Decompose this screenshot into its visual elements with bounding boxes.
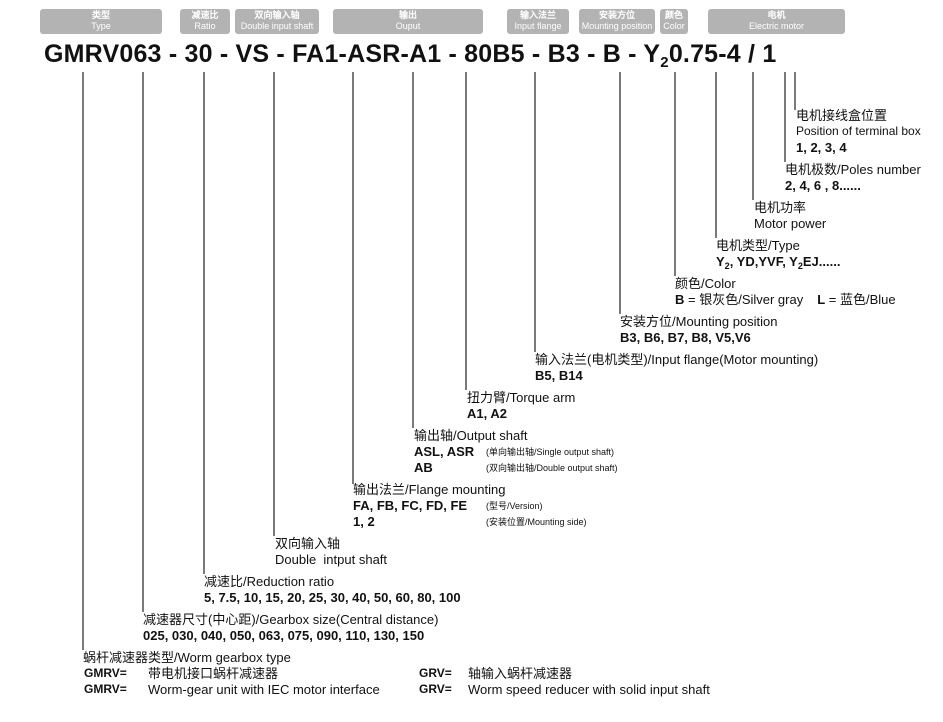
ratio-values: 5, 7.5, 10, 15, 20, 25, 30, 40, 50, 60, … — [204, 590, 461, 605]
output-shaft-label: 输出轴/Output shaft — [414, 428, 528, 443]
header-color: 颜色 Color — [660, 9, 688, 34]
header-double-input-en: Double input shaft — [240, 21, 314, 31]
header-motor-en: Electric motor — [748, 21, 804, 31]
double-shaft-label-zh: 双向输入轴 — [275, 536, 341, 551]
output-shaft-v2: AB — [414, 460, 433, 475]
code-motor-type: - Y — [621, 40, 661, 68]
output-shaft-n2: (双向输出轴/Double output shaft) — [486, 463, 618, 473]
code-motor-spec: 0.75-4 / 1 — [668, 40, 777, 68]
torque-arm-values: A1, A2 — [467, 406, 507, 421]
header-color-en: Color — [663, 21, 685, 31]
color-label: 颜色/Color — [675, 276, 736, 291]
motor-type-v1: Y — [716, 254, 725, 269]
output-shaft-n1: (单向输出轴/Single output shaft) — [486, 447, 615, 457]
motor-type-v2: , YD,YVF, Y — [729, 254, 798, 269]
gmrv-en: Worm-gear unit with IEC motor interface — [148, 682, 380, 697]
input-flange-label: 输入法兰(电机类型)/Input flange(Motor mounting) — [535, 352, 819, 367]
code-output: FA1-ASR-A1 — [292, 40, 442, 68]
model-code: GMRV063 - 30 - VS - FA1-ASR-A1 - 80B5 - … — [44, 40, 776, 71]
header-ratio-en: Ratio — [194, 21, 216, 31]
header-output: 输出 Ouput — [333, 9, 483, 34]
gmrv-code-2: GMRV= — [84, 682, 127, 696]
code-sep-1: - — [269, 40, 293, 68]
flange-mounting-n2: (安装位置/Mounting side) — [486, 517, 587, 527]
poles-label: 电机极数/Poles number — [785, 162, 921, 177]
header-output-zh: 输出 — [398, 10, 417, 20]
code-mounting: B3 — [547, 40, 580, 68]
header-motor: 电机 Electric motor — [708, 9, 845, 34]
terminal-box-label-en: Position of terminal box — [796, 124, 921, 138]
code-type: GMRV063 — [44, 40, 162, 68]
color-l-code: L — [817, 292, 826, 307]
color-b-code: B — [675, 292, 685, 307]
header-double-input-zh: 双向输入轴 — [254, 10, 300, 20]
terminal-box-label-zh: 电机接线盒位置 — [796, 108, 888, 123]
code-sep-2: - — [441, 40, 465, 68]
grv-zh: 轴输入蜗杆减速器 — [468, 666, 573, 681]
header-motor-zh: 电机 — [767, 10, 786, 20]
ratio-label: 减速比/Reduction ratio — [204, 574, 335, 589]
code-sep-4: - — [579, 40, 603, 68]
header-mounting: 安装方位 Mounting position — [579, 9, 655, 34]
gearbox-size-label: 减速器尺寸(中心距)/Gearbox size(Central distance… — [143, 612, 439, 627]
motor-type-v2-sub: 2 — [797, 261, 803, 271]
gearbox-size-values: 025, 030, 040, 050, 063, 075, 090, 110, … — [143, 628, 425, 643]
code-input-flange: 80B5 — [464, 40, 525, 68]
color-values: B = 银灰色/Silver gray L = 蓝色/Blue — [675, 292, 896, 307]
worm-type-label: 蜗杆减速器类型/Worm gearbox type — [83, 650, 291, 665]
header-type-zh: 类型 — [91, 10, 110, 20]
motor-type-label: 电机类型/Type — [716, 238, 800, 253]
header-double-input: 双向输入轴 Double input shaft — [235, 9, 319, 34]
gmrv-code-1: GMRV= — [84, 666, 127, 680]
header-ratio: 减速比 Ratio — [180, 9, 230, 34]
code-sep-3: - — [524, 40, 548, 68]
motor-power-label-zh: 电机功率 — [754, 200, 807, 215]
grv-en: Worm speed reducer with solid input shaf… — [468, 682, 710, 697]
poles-values: 2, 4, 6 , 8...... — [785, 178, 861, 193]
terminal-box-values: 1, 2, 3, 4 — [796, 140, 847, 155]
gmrv-zh: 带电机接口蜗杆减速器 — [148, 666, 279, 681]
header-color-zh: 颜色 — [664, 10, 683, 20]
motor-power-label-en: Motor power — [754, 216, 827, 231]
header-mounting-en: Mounting position — [581, 21, 653, 31]
motor-type-values: Y2, YD,YVF, Y2EJ...... — [716, 254, 840, 274]
header-input-flange: 输入法兰 Input flange — [507, 9, 569, 34]
header-input-flange-zh: 输入法兰 — [519, 10, 556, 20]
motor-type-v1-sub: 2 — [724, 261, 730, 271]
input-flange-values: B5, B14 — [535, 368, 583, 383]
mounting-label: 安装方位/Mounting position — [620, 314, 778, 329]
double-shaft-label-en: Double intput shaft — [275, 552, 388, 567]
flange-mounting-label: 输出法兰/Flange mounting — [353, 482, 506, 497]
code-motor-sub: 2 — [660, 54, 669, 71]
flange-mounting-v1: FA, FB, FC, FD, FE — [353, 498, 468, 513]
header-type: 类型 Type — [40, 9, 162, 34]
motor-type-v3: EJ...... — [802, 254, 841, 269]
grv-code-1: GRV= — [419, 666, 452, 680]
code-double-shaft: VS — [235, 40, 270, 68]
header-input-flange-en: Input flange — [514, 21, 562, 31]
header-type-en: Type — [91, 21, 111, 31]
color-b-desc: = 银灰色/Silver gray — [684, 292, 804, 307]
header-ratio-zh: 减速比 — [191, 10, 219, 20]
color-l-desc: = 蓝色/Blue — [825, 292, 896, 307]
flange-mounting-n1: (型号/Version) — [486, 501, 543, 511]
output-shaft-v1: ASL, ASR — [414, 444, 475, 459]
code-ratio: - 30 - — [161, 40, 236, 68]
mounting-values: B3, B6, B7, B8, V5,V6 — [620, 330, 751, 345]
grv-code-2: GRV= — [419, 682, 452, 696]
header-mounting-zh: 安装方位 — [598, 10, 635, 20]
header-output-en: Ouput — [395, 21, 421, 31]
torque-arm-label: 扭力臂/Torque arm — [467, 390, 576, 405]
code-color: B — [602, 40, 622, 68]
flange-mounting-v2: 1, 2 — [353, 514, 375, 529]
